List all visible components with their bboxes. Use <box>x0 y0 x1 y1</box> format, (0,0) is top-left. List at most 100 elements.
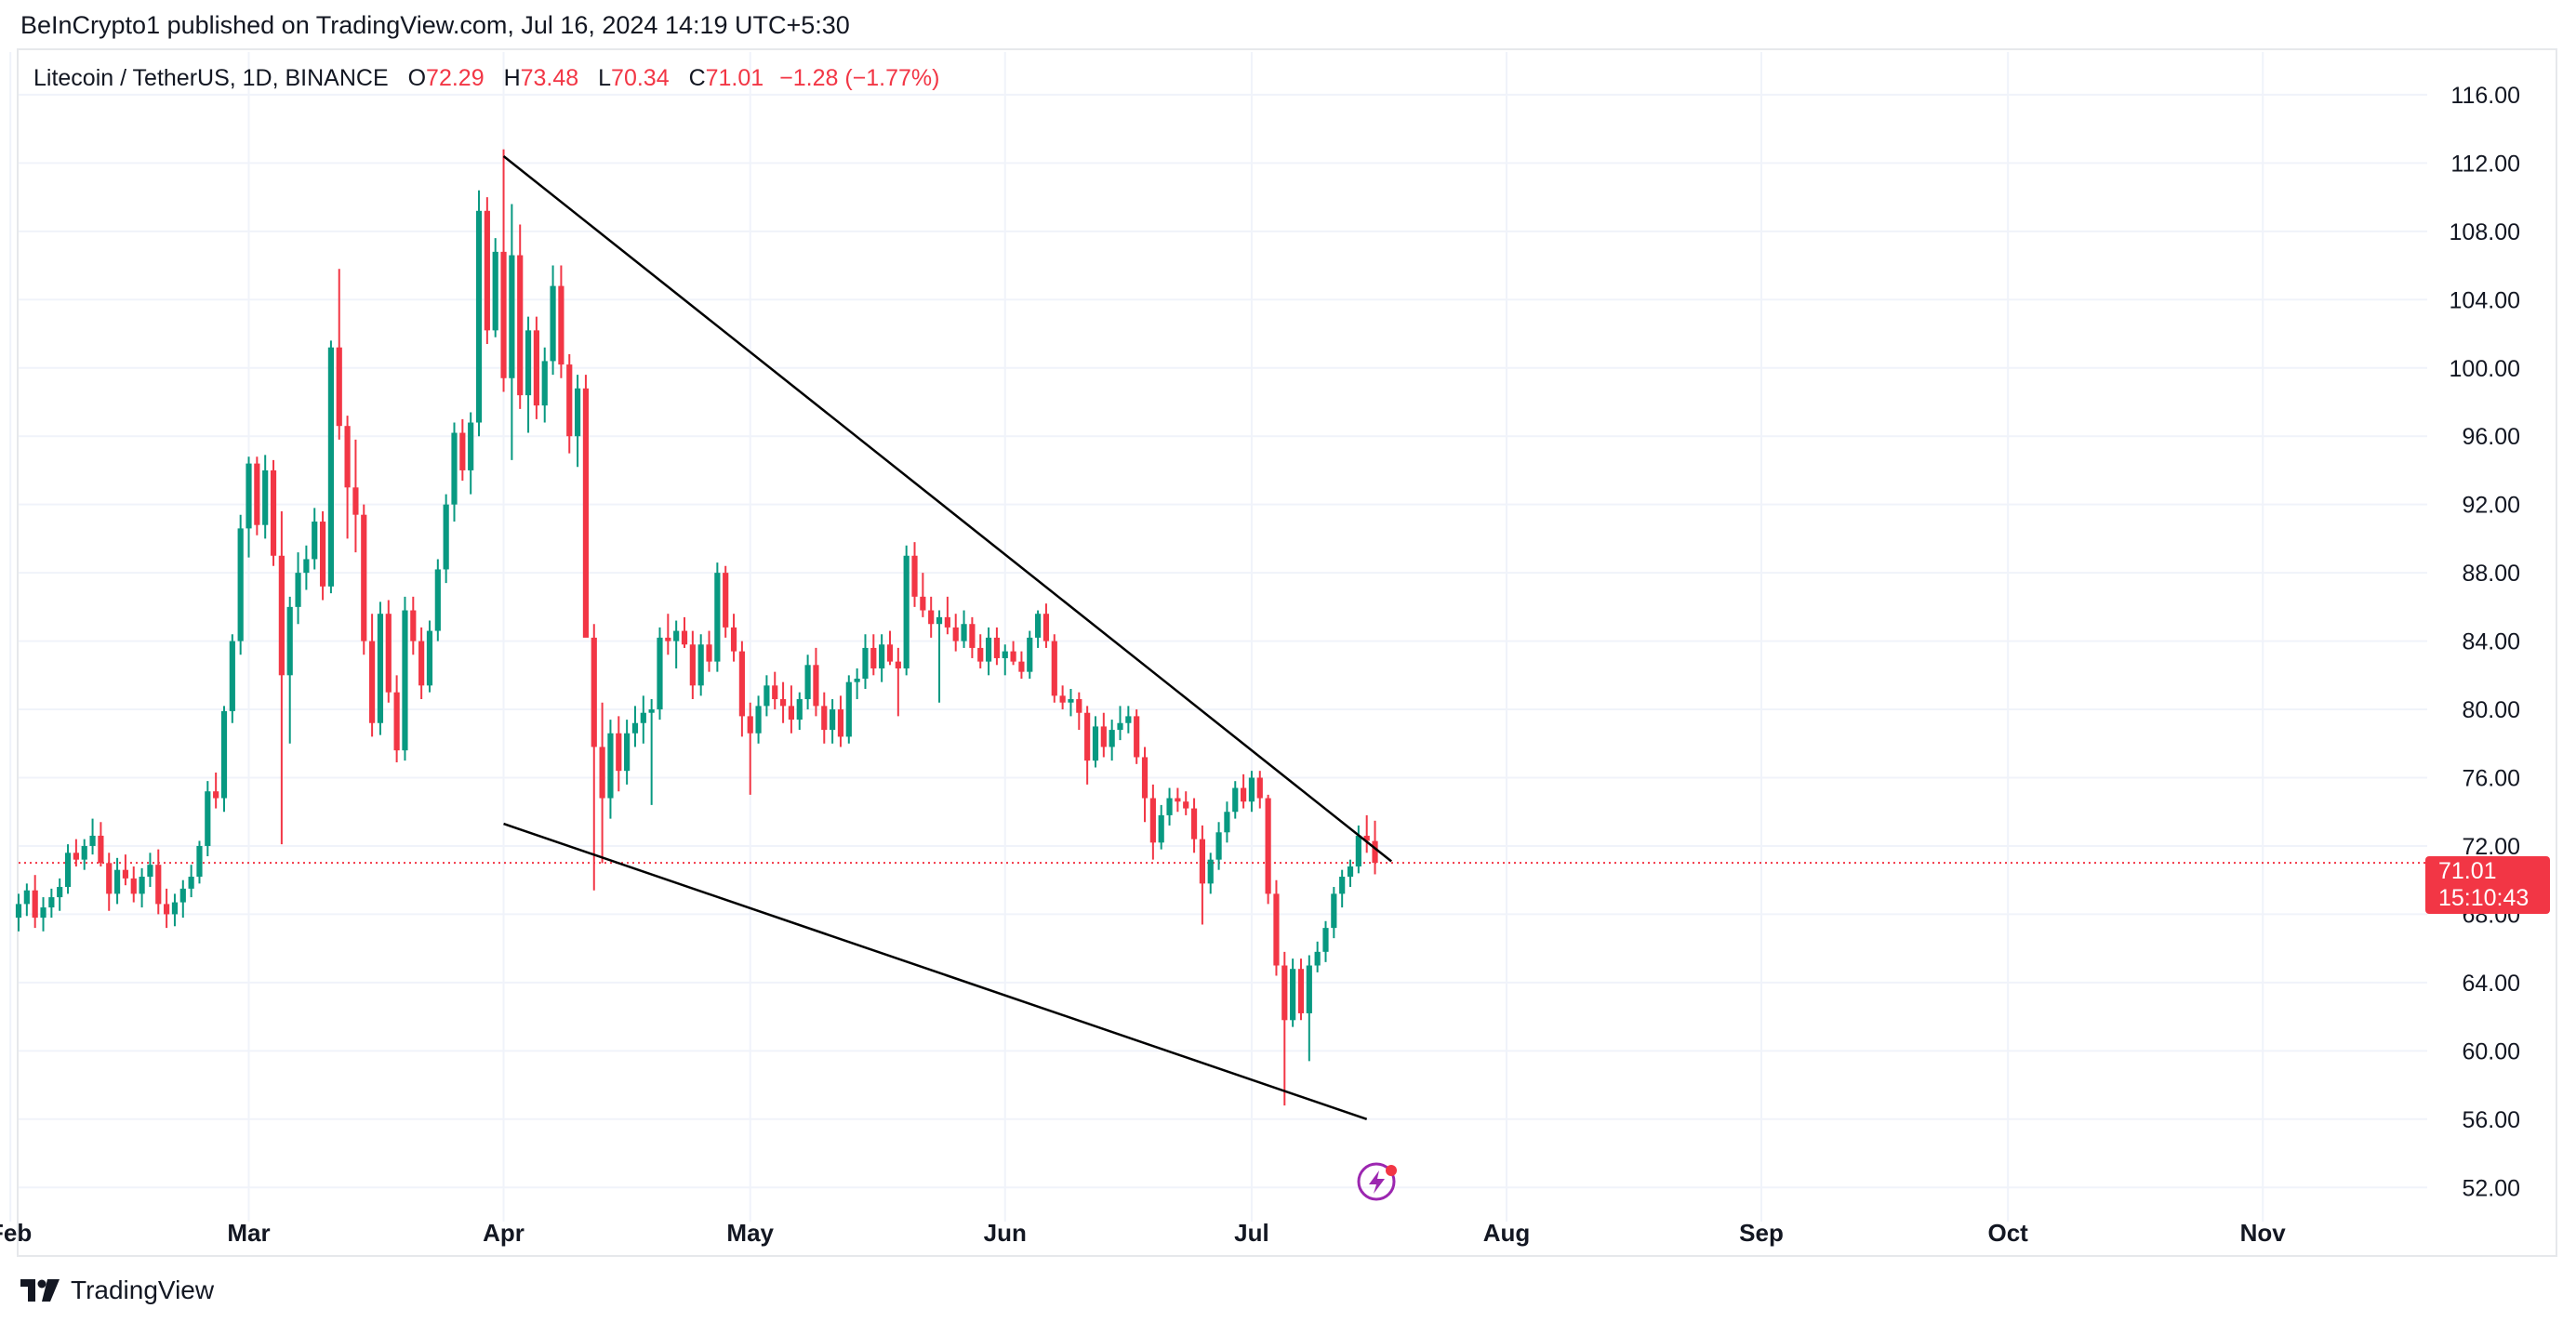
candle-body <box>369 641 376 723</box>
candle <box>1084 706 1091 785</box>
candle-body <box>616 733 622 772</box>
candle <box>1183 791 1189 815</box>
y-tick-label: 92.00 <box>2462 493 2520 519</box>
candle-body <box>689 644 696 686</box>
candle <box>755 695 762 744</box>
candle-body <box>944 616 950 628</box>
open-label: O <box>407 65 427 91</box>
candle-body <box>1042 614 1050 641</box>
candle-body <box>1363 835 1370 841</box>
candle <box>1149 784 1156 860</box>
candle <box>40 897 46 932</box>
candle <box>944 596 950 635</box>
candle <box>312 508 318 570</box>
candle <box>1224 801 1230 843</box>
candle-body <box>870 647 877 668</box>
candle-body <box>779 699 787 707</box>
candle-body <box>533 330 539 406</box>
candle <box>895 647 901 717</box>
candle-body <box>747 716 753 734</box>
candle <box>911 542 918 607</box>
candle <box>903 545 910 676</box>
candle <box>1190 798 1198 853</box>
candle <box>830 699 836 744</box>
candle <box>1256 771 1263 809</box>
candle <box>640 695 646 744</box>
candle <box>1331 887 1337 939</box>
candle <box>993 627 1001 666</box>
candle-body <box>1117 722 1123 731</box>
x-tick-label: Oct <box>1988 1219 2029 1247</box>
candle <box>936 610 943 703</box>
candle <box>747 702 753 795</box>
y-tick-label: 112.00 <box>2450 151 2520 177</box>
candle-body <box>451 432 458 505</box>
candle <box>1241 773 1247 809</box>
candle-body <box>73 853 79 860</box>
candle-body <box>591 637 597 747</box>
candle <box>657 627 663 720</box>
x-tick-label: Mar <box>227 1219 270 1247</box>
candle-body <box>15 904 22 919</box>
candle-body <box>1149 798 1156 843</box>
candle <box>1100 712 1107 758</box>
candle-body <box>1224 812 1230 833</box>
candle-body <box>566 364 573 437</box>
candle-body <box>270 469 277 556</box>
candle <box>361 504 367 655</box>
candle-body <box>344 426 351 488</box>
candle-body <box>295 573 301 607</box>
footer: TradingView <box>20 1276 214 1305</box>
candle <box>665 614 671 655</box>
candle <box>1134 709 1140 764</box>
candle <box>246 456 252 558</box>
candle-body <box>40 907 46 919</box>
candle-body <box>1314 951 1321 966</box>
candle-body <box>730 627 737 652</box>
candle-body <box>1256 777 1263 799</box>
candle <box>1215 822 1222 870</box>
candle-body <box>418 641 425 686</box>
candle <box>113 857 121 905</box>
tradingview-logo-icon[interactable] <box>20 1279 60 1302</box>
candle <box>1290 958 1296 1027</box>
high-value: 73.48 <box>520 65 579 91</box>
x-axis: Feb Mar Apr May Jun Jul Aug Sep Oct Nov <box>0 1219 2286 1247</box>
candle <box>837 695 844 747</box>
candle <box>295 552 301 625</box>
candle-body <box>179 888 186 903</box>
tradingview-brand[interactable]: TradingView <box>71 1276 215 1304</box>
lightning-icon[interactable] <box>1357 1162 1397 1201</box>
candle <box>1059 685 1066 710</box>
candle <box>73 839 79 867</box>
candle <box>188 865 194 898</box>
candle-body <box>1297 969 1305 1013</box>
y-tick-label: 100.00 <box>2450 356 2520 382</box>
candle-body <box>1134 716 1140 758</box>
candle-body <box>246 463 252 529</box>
trendline-upper <box>502 155 1392 863</box>
candle-body <box>911 555 918 597</box>
candle <box>23 883 30 917</box>
candle <box>648 699 655 805</box>
y-tick-label: 108.00 <box>2450 219 2520 245</box>
candle <box>764 675 770 717</box>
y-tick-label: 96.00 <box>2462 424 2520 450</box>
candle <box>155 849 162 915</box>
candle-body <box>426 630 433 686</box>
y-tick-label: 88.00 <box>2462 561 2520 587</box>
candle <box>352 439 359 553</box>
y-tick-label: 56.00 <box>2462 1107 2520 1133</box>
candle-body <box>1010 651 1016 662</box>
candle-body <box>106 863 113 894</box>
candle-body <box>1372 840 1378 864</box>
candle <box>599 702 605 864</box>
candle-body <box>1092 726 1099 761</box>
candle <box>434 559 441 641</box>
candle-body <box>402 610 408 751</box>
candle-body <box>213 791 219 799</box>
candle-body <box>631 722 639 734</box>
candle <box>48 888 55 919</box>
candle <box>1010 641 1016 666</box>
